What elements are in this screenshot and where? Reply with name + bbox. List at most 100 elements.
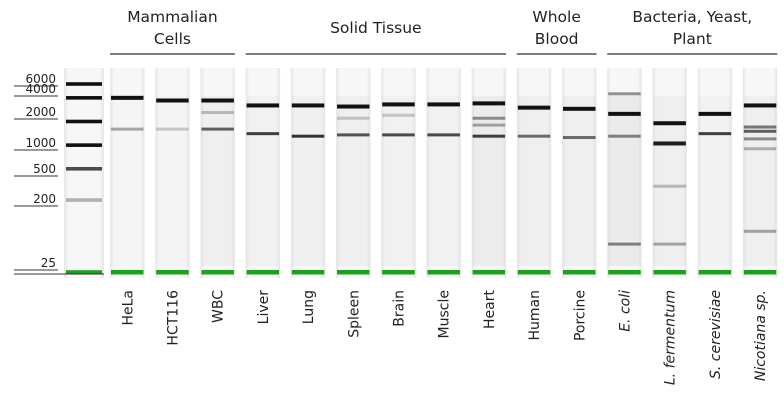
lane-band [337, 104, 370, 109]
lane-band [201, 98, 234, 103]
lower-marker-band [608, 270, 641, 275]
lane-background [336, 68, 371, 278]
gel-lane [200, 68, 235, 278]
group-title-line: Mammalian [127, 8, 218, 26]
lane-band [563, 106, 596, 111]
lane-label: Nicotiana sp. [753, 290, 769, 381]
lane-smear [743, 96, 777, 266]
lower-marker-band [427, 270, 460, 275]
lane-band [337, 133, 370, 137]
lane-background [245, 68, 281, 278]
lane-band [427, 133, 460, 137]
lane-band [111, 127, 144, 131]
lane-band [653, 141, 686, 146]
lane-band [743, 147, 777, 151]
lane-smear [472, 96, 506, 266]
lane-band [743, 103, 777, 108]
group-title-line: Whole [532, 8, 580, 26]
lane-band [743, 129, 777, 133]
lane-background [516, 68, 552, 278]
lane-band [472, 116, 506, 120]
sample-group-header: Mammalian Cells [110, 8, 235, 55]
lane-smear [246, 96, 280, 266]
lane-band [743, 229, 777, 233]
lane-band [291, 134, 325, 138]
lower-marker-band [517, 270, 551, 275]
lane-smear [156, 96, 189, 266]
ladder-marker-label: 2000 [25, 105, 56, 119]
lower-marker-band [156, 270, 189, 275]
lane-band [291, 103, 325, 108]
lane-band [472, 134, 506, 138]
ladder-marker-label: 200 [33, 192, 56, 206]
group-title-line: Solid Tissue [330, 19, 422, 37]
lane-label: Porcine [572, 290, 588, 341]
lane-band [382, 113, 415, 117]
lane-smear [517, 96, 551, 266]
group-title-line: Plant [673, 30, 712, 48]
ladder-marker-label: 1000 [25, 136, 56, 150]
lane-band [698, 132, 732, 136]
lane-band [472, 101, 506, 106]
lane-band [337, 116, 370, 120]
gel-lane [652, 68, 687, 278]
lower-marker-band [201, 270, 234, 275]
ladder-marker-label: 4000 [25, 82, 56, 96]
gel-lane [245, 68, 281, 278]
lane-smear [608, 96, 641, 266]
gel-lane [742, 68, 778, 278]
lane-background [562, 68, 597, 278]
lower-marker-band [653, 270, 686, 275]
ladder-band [66, 166, 102, 171]
lane-labels: HeLa HCT116 WBC Liver Lung Spleen Brain Muscle H… [120, 289, 769, 385]
ladder-band [66, 96, 102, 100]
lane-label: Spleen [346, 290, 362, 338]
lower-marker-band [246, 270, 280, 275]
lane-band [743, 137, 777, 141]
lane-band [698, 111, 732, 116]
lane-band [608, 134, 641, 138]
ladder-band [66, 270, 102, 274]
lower-marker-band [111, 270, 144, 275]
lane-smear [427, 96, 460, 266]
lane-band [156, 98, 189, 103]
ladder-band [66, 198, 102, 202]
ladder-band [66, 119, 102, 124]
gel-lane [110, 68, 145, 278]
lane-label: Human [527, 290, 543, 341]
ladder-band [66, 82, 102, 86]
lane-band [743, 125, 777, 129]
lower-marker-band [291, 270, 325, 275]
lane-background [652, 68, 687, 278]
lane-band [201, 111, 234, 115]
lane-background [742, 68, 778, 278]
lower-marker-band [743, 270, 777, 275]
lane-band [653, 242, 686, 246]
lane-label: Muscle [437, 290, 453, 338]
ladder-lane [64, 68, 104, 278]
gel-lane [697, 68, 733, 278]
ladder-marker-label: 25 [41, 256, 56, 270]
group-title-line: Blood [535, 30, 579, 48]
lane-background [200, 68, 235, 278]
gel-lane [290, 68, 326, 278]
lane-band [382, 102, 415, 107]
lane-smear [111, 96, 144, 266]
lower-marker-band [337, 270, 370, 275]
gel-lane [471, 68, 507, 278]
lane-background [290, 68, 326, 278]
gel-lane [607, 68, 642, 278]
lane-smear [382, 96, 415, 266]
lane-label: Liver [256, 290, 272, 325]
lane-band [608, 242, 641, 246]
lane-smear [563, 96, 596, 266]
lower-marker-band [382, 270, 415, 275]
lane-band [472, 123, 506, 127]
ladder-marker-label: 6000 [25, 72, 56, 86]
lane-band [517, 134, 551, 138]
lane-smear [201, 96, 234, 266]
gel-lane [336, 68, 371, 278]
lane-label: HCT116 [165, 290, 181, 346]
lane-band [246, 132, 280, 136]
